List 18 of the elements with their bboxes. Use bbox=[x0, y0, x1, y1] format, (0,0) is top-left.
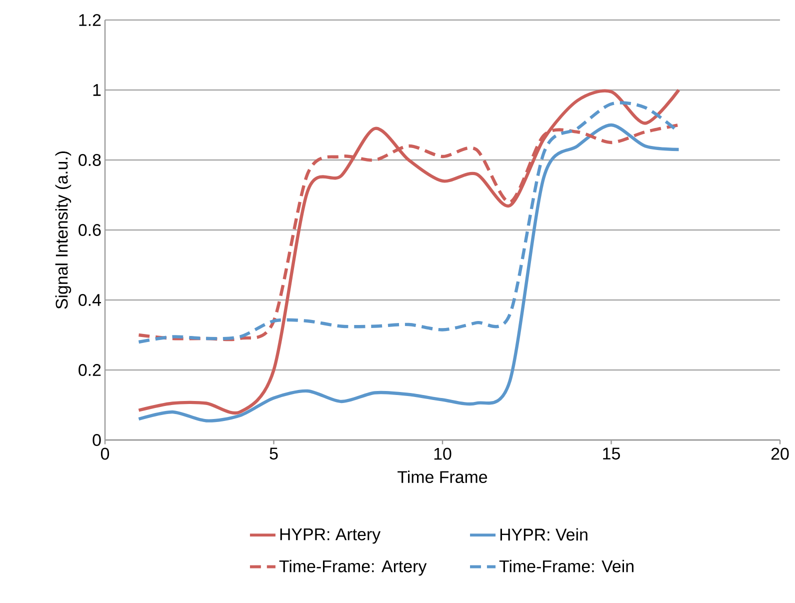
legend-label: Time-Frame: Vein bbox=[499, 560, 634, 572]
y-tick-label: 0.4 bbox=[78, 294, 101, 306]
y-tick-label: 1.2 bbox=[79, 14, 101, 26]
y-tick-label: 0.6 bbox=[78, 224, 101, 236]
x-tick-label: 5 bbox=[270, 448, 278, 460]
y-tick-label: 1 bbox=[93, 84, 101, 96]
y-tick-label: 0 bbox=[92, 434, 101, 446]
legend-label: HYPR: Vein bbox=[500, 528, 588, 541]
y-tick-label: 0.8 bbox=[78, 154, 101, 166]
x-tick-label: 20 bbox=[771, 448, 789, 460]
x-tick-label: 15 bbox=[603, 448, 620, 460]
y-axis-title: Signal Intensity (a.u.) bbox=[55, 152, 72, 309]
legend-label: Time-Frame: Artery bbox=[279, 560, 427, 576]
legend-label: HYPR: Artery bbox=[280, 528, 381, 544]
x-tick-label: 0 bbox=[100, 448, 110, 460]
x-axis-title: Time Frame bbox=[398, 470, 488, 484]
y-tick-label: 0.2 bbox=[78, 364, 101, 376]
x-tick-label: 10 bbox=[434, 448, 452, 460]
